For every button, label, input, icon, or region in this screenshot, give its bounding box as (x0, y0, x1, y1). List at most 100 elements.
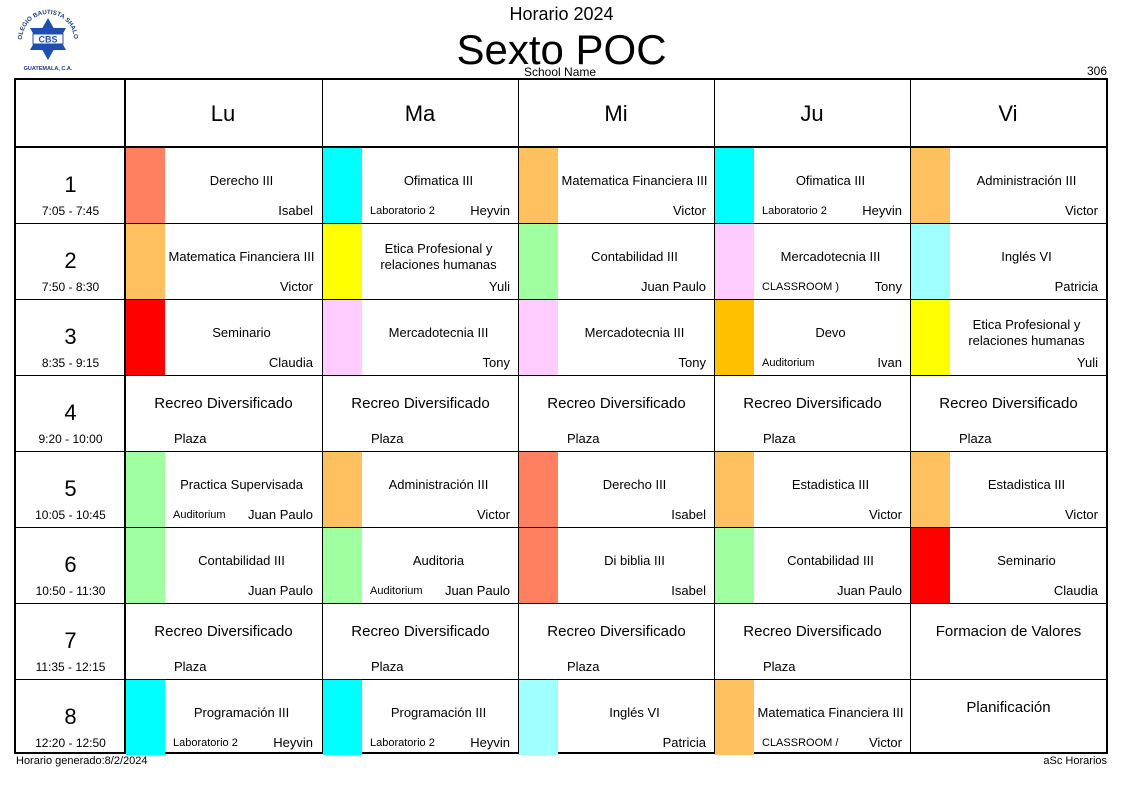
lesson-cell[interactable]: Di biblia III Isabel (519, 528, 714, 603)
subject-name: Mercadotecnia III (584, 325, 685, 340)
subject-name: Contabilidad III (198, 553, 285, 568)
lesson-cell[interactable]: Inglés VI Patricia (911, 224, 1106, 299)
lesson-cell[interactable]: Mercadotecnia III Tony (323, 300, 518, 375)
row-divider (16, 527, 1106, 528)
lesson-cell[interactable]: Derecho III Isabel (519, 452, 714, 527)
subject-name: Recreo Diversificado (939, 395, 1078, 412)
subject-name: Practica Supervisada (180, 477, 303, 492)
lesson-cell[interactable]: Estadistica III Victor (715, 452, 910, 527)
lesson-cell[interactable]: Administración III Victor (323, 452, 518, 527)
subject-color-swatch (519, 224, 558, 299)
lesson-cell[interactable]: Inglés VI Patricia (519, 680, 714, 755)
subject-name: Contabilidad III (591, 249, 678, 264)
lesson-cell[interactable]: Matematica Financiera III Victor (519, 148, 714, 223)
subject-color-swatch (911, 452, 950, 527)
lesson-cell[interactable]: Mercadotecnia III CLASSROOM ) Tony (715, 224, 910, 299)
break-cell[interactable]: Planificación (911, 680, 1106, 755)
school-name: School Name (524, 65, 597, 79)
period-number: 2 (64, 248, 77, 273)
room-name: Plaza (763, 431, 796, 446)
lesson-cell[interactable]: Contabilidad III Juan Paulo (126, 528, 321, 603)
break-cell[interactable]: Formacion de Valores (911, 604, 1106, 679)
break-cell[interactable]: Recreo Diversificado Plaza (323, 604, 518, 679)
subject-color-swatch (126, 148, 165, 223)
subject-name: Recreo Diversificado (743, 623, 882, 640)
row-divider (16, 603, 1106, 604)
subject-name: Di biblia III (604, 553, 665, 568)
lesson-cell[interactable]: Programación III Laboratorio 2 Heyvin (126, 680, 321, 755)
teacher-name: Patricia (662, 735, 706, 750)
row-divider (16, 451, 1106, 452)
subject-name: Estadistica III (987, 477, 1066, 492)
subject-name: Formacion de Valores (935, 623, 1082, 640)
period-label: 8 12:20 - 12:50 (16, 680, 125, 756)
period-time: 12:20 - 12:50 (35, 736, 106, 750)
period-label: 1 7:05 - 7:45 (16, 148, 125, 224)
day-column-divider (714, 80, 715, 752)
lesson-cell[interactable]: Etica Profesional y relaciones humanas Yu… (911, 300, 1106, 375)
subject-color-swatch (323, 300, 362, 375)
software-credit: aSc Horarios (1043, 755, 1107, 767)
subject-name: Planificación (966, 699, 1051, 716)
subject-name: Programación III (390, 705, 487, 720)
lesson-cell[interactable]: Ofimatica III Laboratorio 2 Heyvin (715, 148, 910, 223)
room-name: Plaza (174, 659, 207, 674)
subject-color-swatch (126, 452, 165, 527)
subject-color-swatch (323, 224, 362, 299)
lesson-cell[interactable]: Etica Profesional y relaciones humanas Yu… (323, 224, 518, 299)
lesson-cell[interactable]: Matematica Financiera III CLASSROOM / Vict… (715, 680, 910, 755)
room-name: Laboratorio 2 (762, 205, 827, 217)
lesson-cell[interactable]: Derecho III Isabel (126, 148, 321, 223)
break-cell[interactable]: Recreo Diversificado Plaza (911, 376, 1106, 451)
subject-name: Inglés VI (1001, 249, 1052, 264)
subject-name: Recreo Diversificado (351, 623, 490, 640)
lesson-cell[interactable]: Contabilidad III Juan Paulo (715, 528, 910, 603)
period-time: 7:05 - 7:45 (41, 204, 100, 218)
period-time: 10:05 - 10:45 (35, 508, 106, 522)
room-name: Plaza (959, 431, 992, 446)
subject-color-swatch (911, 224, 950, 299)
room-name: CLASSROOM / (762, 737, 839, 749)
day-header: Ma (404, 100, 436, 126)
period-number: 7 (64, 628, 77, 653)
break-cell[interactable]: Recreo Diversificado Plaza (126, 376, 321, 451)
break-cell[interactable]: Recreo Diversificado Plaza (715, 376, 910, 451)
room-name: Plaza (371, 659, 404, 674)
svg-text:GUATEMALA, C.A.: GUATEMALA, C.A. (24, 66, 73, 72)
lesson-cell[interactable]: Auditoria Auditorium Juan Paulo (323, 528, 518, 603)
break-cell[interactable]: Recreo Diversificado Plaza (715, 604, 910, 679)
lesson-cell[interactable]: Seminario Claudia (126, 300, 321, 375)
teacher-name: Juan Paulo (640, 279, 706, 294)
subject-name: Recreo Diversificado (154, 623, 293, 640)
lesson-cell[interactable]: Administración III Victor (911, 148, 1106, 223)
lesson-cell[interactable]: Programación III Laboratorio 2 Heyvin (323, 680, 518, 755)
lesson-cell[interactable]: Practica Supervisada Auditorium Juan Paulo (126, 452, 321, 527)
lesson-cell[interactable]: Contabilidad III Juan Paulo (519, 224, 714, 299)
room-name: Plaza (174, 431, 207, 446)
subject-color-swatch (715, 148, 754, 223)
subject-name: Seminario (997, 553, 1056, 568)
break-cell[interactable]: Recreo Diversificado Plaza (519, 604, 714, 679)
lesson-cell[interactable]: Devo Auditorium Ivan (715, 300, 910, 375)
period-label: 6 10:50 - 11:30 (16, 528, 125, 604)
lesson-cell[interactable]: Estadistica III Victor (911, 452, 1106, 527)
lesson-cell[interactable]: Seminario Claudia (911, 528, 1106, 603)
subject-name: Matematica Financiera III (757, 705, 904, 720)
subject-color-swatch (519, 528, 558, 603)
break-cell[interactable]: Recreo Diversificado Plaza (126, 604, 321, 679)
subject-name: Auditoria (412, 553, 465, 568)
period-label: 7 11:35 - 12:15 (16, 604, 125, 680)
subject-name: Mercadotecnia III (388, 325, 489, 340)
lesson-cell[interactable]: Mercadotecnia III Tony (519, 300, 714, 375)
period-time: 11:35 - 12:15 (35, 660, 106, 674)
subject-color-swatch (715, 528, 754, 603)
subject-name: Etica Profesional y relaciones humanas (968, 317, 1085, 348)
lesson-cell[interactable]: Matematica Financiera III Victor (126, 224, 321, 299)
lesson-cell[interactable]: Ofimatica III Laboratorio 2 Heyvin (323, 148, 518, 223)
break-cell[interactable]: Recreo Diversificado Plaza (323, 376, 518, 451)
subject-name: Programación III (193, 705, 290, 720)
subject-color-swatch (126, 224, 165, 299)
break-cell[interactable]: Recreo Diversificado Plaza (519, 376, 714, 451)
room-name: Laboratorio 2 (370, 737, 435, 749)
teacher-name: Victor (1065, 203, 1098, 218)
